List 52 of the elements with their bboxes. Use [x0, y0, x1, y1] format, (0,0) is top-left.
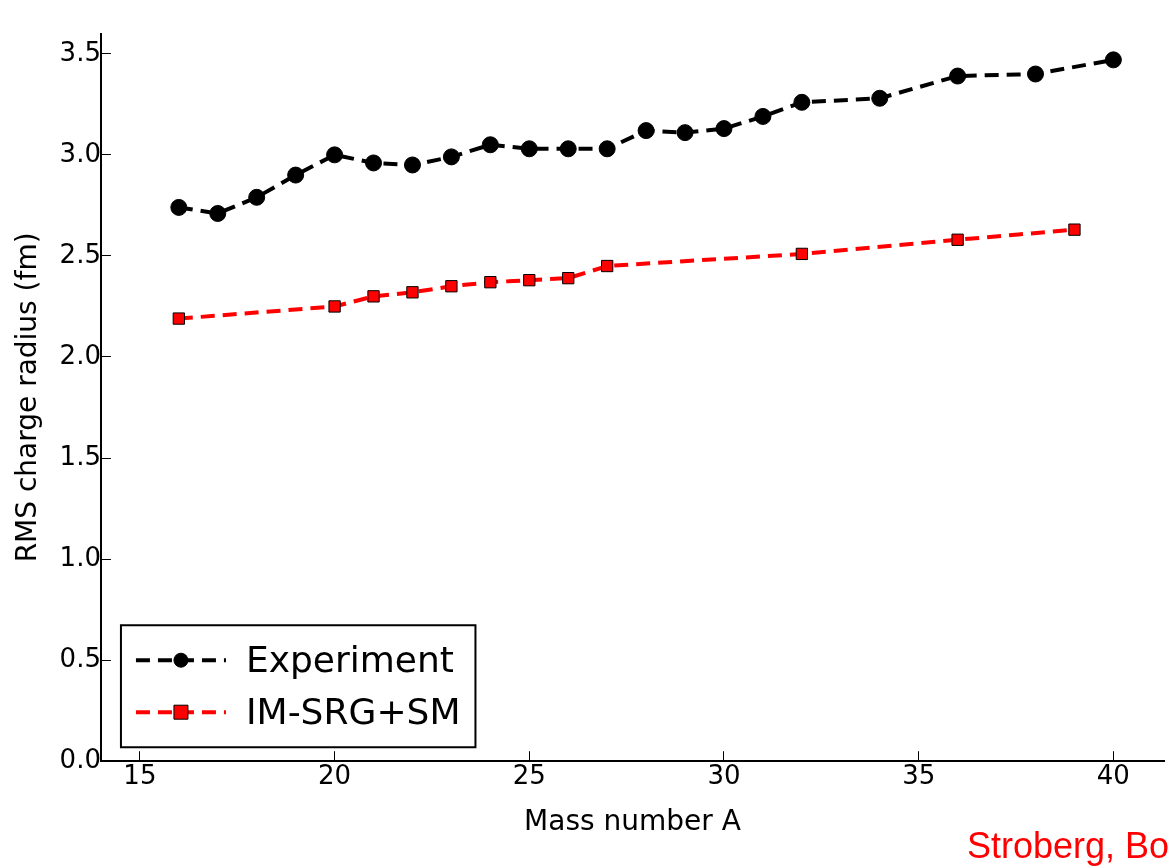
legend-label: IM-SRG+SM [245, 690, 461, 732]
x-tick-label: 25 [512, 759, 546, 790]
point [559, 140, 577, 158]
point [1104, 51, 1122, 69]
point [951, 233, 964, 246]
x-tick-label: 20 [318, 759, 352, 790]
legend-label: Experiment [245, 638, 454, 680]
y-tick-label: 3.0 [59, 137, 101, 168]
point [520, 140, 538, 158]
point [406, 286, 419, 299]
y-tick-label: 1.0 [59, 541, 101, 572]
point [1068, 223, 1081, 236]
point [637, 122, 655, 140]
point [523, 274, 536, 287]
point [442, 148, 460, 166]
text: Stroberg, Bo [966, 824, 1169, 866]
point [1027, 65, 1044, 83]
point [172, 312, 185, 325]
point [871, 89, 889, 107]
point [793, 93, 811, 111]
point [481, 136, 499, 154]
x-axis-title: Mass number A [524, 804, 741, 838]
y-tick-label: 3.5 [59, 36, 101, 67]
x-tick-label: 15 [123, 759, 157, 790]
point [248, 188, 266, 206]
x-tick-label: 40 [1096, 759, 1130, 790]
point [484, 276, 497, 289]
point [170, 198, 188, 216]
point [754, 107, 772, 125]
point [598, 140, 616, 158]
point [795, 247, 809, 261]
y-tick-label: 2.0 [59, 339, 101, 370]
point [676, 124, 694, 142]
point [715, 120, 733, 138]
x-tick-label: 35 [902, 759, 936, 790]
point [367, 290, 380, 303]
point [328, 300, 341, 313]
point [326, 146, 344, 164]
point [445, 280, 458, 293]
point [562, 272, 575, 285]
point [601, 259, 614, 273]
point [287, 166, 305, 184]
point [403, 156, 421, 174]
y-tick-label: 0.0 [59, 743, 101, 774]
y-axis-title: RMS charge radius (fm) [10, 232, 44, 563]
point [365, 154, 383, 172]
point [209, 204, 227, 222]
point [949, 67, 967, 85]
y-tick-label: 2.5 [59, 238, 101, 269]
y-tick-label: 0.5 [59, 642, 101, 673]
x-tick-label: 30 [707, 759, 741, 790]
y-tick-label: 1.5 [59, 440, 101, 471]
